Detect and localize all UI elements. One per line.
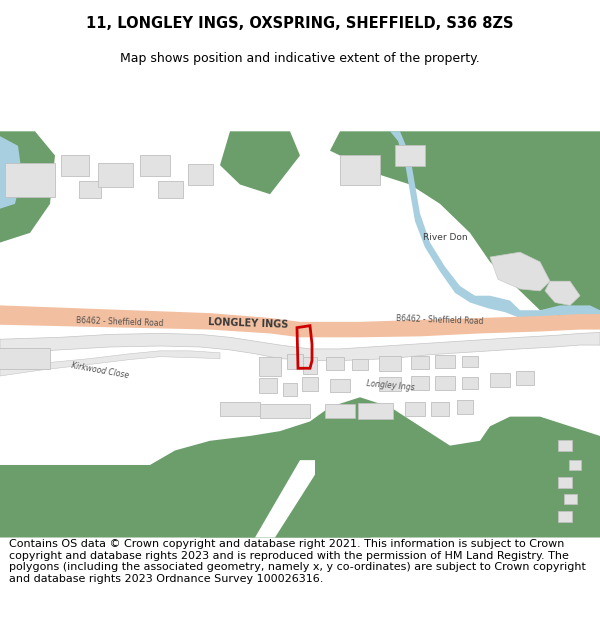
Text: Contains OS data © Crown copyright and database right 2021. This information is : Contains OS data © Crown copyright and d… [9,539,586,584]
Bar [516,371,534,385]
Polygon shape [255,460,315,538]
Polygon shape [0,332,600,361]
Bar [490,373,510,387]
Bar [5,162,55,197]
Bar [379,377,401,391]
Bar [157,181,182,198]
Text: B6462 - Sheffield Road: B6462 - Sheffield Road [76,316,164,328]
Polygon shape [330,131,600,320]
Bar [431,402,449,416]
Bar [405,402,425,416]
Bar [283,382,297,396]
Bar [61,154,89,176]
Bar [411,356,429,369]
Text: River Don: River Don [422,233,467,242]
Polygon shape [490,253,550,291]
Bar [330,379,350,392]
Bar [0,348,49,369]
Bar [220,402,260,416]
Polygon shape [0,351,220,376]
Bar [563,494,577,504]
Bar [259,378,277,393]
Polygon shape [480,436,570,523]
Bar [457,400,473,414]
Bar [569,460,581,470]
Bar [326,357,344,370]
Bar [97,162,133,187]
Bar [259,357,281,376]
Text: 11, LONGLEY INGS, OXSPRING, SHEFFIELD, S36 8ZS: 11, LONGLEY INGS, OXSPRING, SHEFFIELD, S… [86,16,514,31]
Bar [302,377,318,391]
Bar [395,145,425,166]
Polygon shape [220,131,300,194]
Bar [303,357,317,374]
Text: B6462 - Sheffield Road: B6462 - Sheffield Road [396,314,484,326]
Bar [340,156,380,184]
Bar [558,477,572,488]
Bar [140,154,170,176]
Bar [558,440,572,451]
Bar [325,404,355,418]
Polygon shape [300,314,600,338]
Text: Kirkwood Close: Kirkwood Close [71,361,130,379]
Bar [260,404,310,418]
Polygon shape [200,421,440,538]
Polygon shape [545,281,580,306]
Bar [462,356,478,367]
Bar [379,356,401,371]
Text: Longley Ings: Longley Ings [365,379,415,392]
Polygon shape [0,398,600,538]
Polygon shape [0,306,300,338]
Bar [187,164,212,186]
Bar [358,403,392,419]
Bar [558,511,572,521]
Text: LONGLEY INGS: LONGLEY INGS [208,318,288,330]
Bar [435,376,455,389]
Polygon shape [0,131,55,242]
Polygon shape [385,131,600,320]
Text: Map shows position and indicative extent of the property.: Map shows position and indicative extent… [120,52,480,65]
Bar [79,181,101,198]
Bar [435,355,455,368]
Bar [287,354,303,369]
Bar [462,377,478,389]
Bar [411,376,429,389]
Bar [352,359,368,370]
Polygon shape [0,136,22,209]
